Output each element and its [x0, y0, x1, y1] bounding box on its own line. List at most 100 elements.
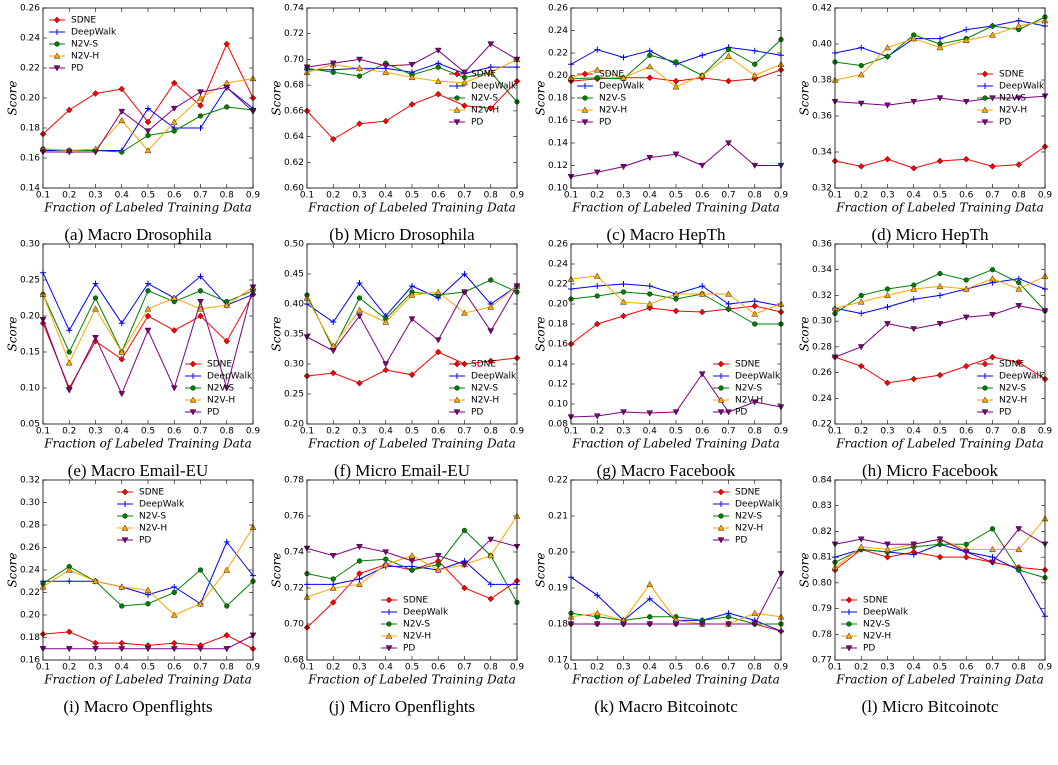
x-tick-label: 0.3	[88, 663, 102, 673]
marker	[884, 304, 891, 310]
marker	[329, 584, 337, 591]
marker	[382, 318, 390, 325]
x-tick-label: 0.5	[933, 191, 947, 201]
legend-label: N2V-S	[863, 620, 890, 630]
y-tick-label: 0.78	[284, 476, 304, 486]
y-tick-label: 0.18	[548, 620, 568, 630]
y-tick-label: 0.10	[20, 384, 40, 394]
x-tick-label: 0.9	[1038, 427, 1053, 437]
legend-label: SDNE	[471, 70, 496, 80]
legend-marker	[981, 119, 989, 126]
marker	[170, 105, 178, 112]
marker	[962, 314, 970, 321]
legend-label: SDNE	[999, 70, 1024, 80]
marker	[884, 102, 891, 109]
marker	[330, 319, 337, 325]
marker	[962, 99, 970, 106]
x-tick-label: 0.7	[457, 427, 471, 437]
marker	[144, 312, 152, 320]
y-tick-label: 0.72	[284, 29, 304, 39]
y-tick-label: 0.50	[284, 240, 304, 250]
marker	[672, 307, 680, 315]
legend-marker	[189, 360, 197, 368]
marker	[752, 321, 758, 327]
legend-label: DeepWalk	[735, 372, 781, 382]
marker	[223, 631, 231, 639]
plot-area	[571, 244, 781, 424]
caption: (f) Micro Email-EU	[334, 461, 470, 480]
legend-marker	[845, 645, 853, 652]
legend-marker	[122, 501, 128, 507]
marker	[382, 549, 390, 556]
marker	[593, 66, 601, 73]
marker	[910, 375, 918, 383]
marker	[725, 140, 732, 147]
x-axis-label: Fraction of Labeled Training Data	[307, 437, 515, 451]
caption: (a) Macro Drosophila	[64, 225, 212, 244]
x-tick-label: 0.1	[564, 663, 578, 673]
legend-label: SDNE	[863, 596, 888, 606]
marker	[857, 71, 865, 78]
y-tick-label: 0.83	[812, 501, 832, 511]
marker	[751, 609, 759, 616]
marker	[487, 357, 495, 365]
marker	[197, 102, 204, 109]
marker	[487, 303, 495, 310]
marker	[937, 541, 943, 547]
y-tick-label: 0.76	[284, 512, 304, 522]
y-tick-label: 0.26	[812, 368, 832, 378]
marker	[857, 536, 865, 543]
marker	[170, 385, 178, 392]
marker	[197, 299, 204, 306]
y-tick-label: 0.28	[20, 521, 40, 531]
marker	[936, 536, 944, 543]
plot-area	[835, 480, 1045, 660]
y-tick-label: 0.40	[812, 40, 832, 50]
legend-marker	[54, 29, 60, 35]
marker	[382, 68, 390, 75]
y-axis-label: Score	[270, 316, 284, 351]
x-tick-label: 0.3	[880, 427, 894, 437]
plot-frame	[570, 243, 782, 425]
y-tick-label: 0.20	[548, 71, 568, 81]
marker	[620, 74, 627, 81]
x-tick-label: 0.2	[590, 427, 604, 437]
marker	[910, 296, 917, 303]
marker	[382, 366, 390, 374]
marker	[593, 609, 601, 616]
marker	[1015, 285, 1023, 292]
marker	[857, 543, 865, 550]
marker	[382, 63, 390, 70]
marker	[461, 289, 468, 296]
y-tick-label: 0.26	[548, 240, 568, 250]
marker	[857, 298, 865, 305]
marker	[647, 614, 653, 620]
y-tick-label: 0.32	[812, 291, 832, 301]
x-tick-label: 0.4	[115, 663, 130, 673]
x-tick-label: 0.1	[564, 427, 578, 437]
legend-label: N2V-S	[403, 620, 430, 630]
marker	[884, 546, 891, 553]
legend-marker	[717, 409, 725, 416]
marker	[408, 371, 416, 379]
marker	[884, 321, 891, 328]
x-tick-label: 0.8	[220, 427, 235, 437]
legend-marker	[982, 385, 988, 391]
marker	[434, 553, 442, 560]
marker	[910, 541, 918, 548]
marker	[66, 327, 73, 334]
marker	[144, 147, 152, 154]
marker	[884, 286, 891, 292]
legend-label: SDNE	[599, 70, 624, 80]
legend-label: PD	[735, 408, 747, 418]
y-tick-label: 0.20	[548, 300, 568, 310]
x-axis-label: Fraction of Labeled Training Data	[571, 201, 779, 215]
x-tick-label: 0.5	[405, 427, 419, 437]
x-tick-label: 0.8	[748, 427, 763, 437]
marker	[910, 551, 917, 558]
marker	[962, 553, 970, 561]
x-tick-label: 0.9	[774, 191, 789, 201]
marker	[356, 580, 363, 587]
legend-marker	[981, 70, 989, 78]
legend-label: SDNE	[735, 360, 760, 370]
